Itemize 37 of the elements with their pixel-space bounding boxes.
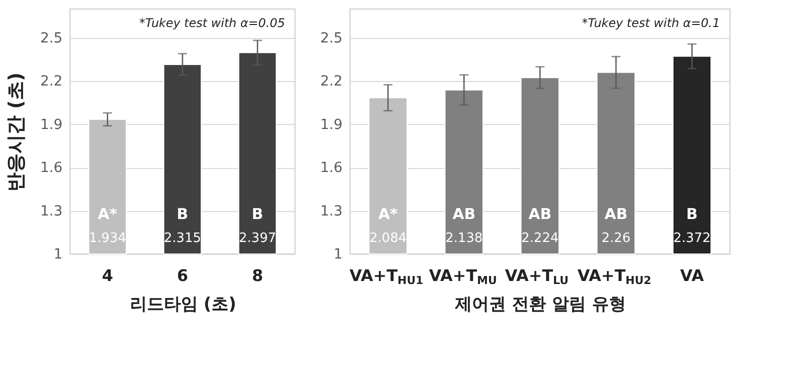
y-tick-label: 1	[54, 246, 62, 262]
x-tick-label: VA	[680, 266, 704, 285]
x-tick-label: 4	[102, 266, 114, 285]
annotation: A*	[98, 205, 118, 223]
data-label: 2.138	[445, 231, 483, 246]
annotation: AB	[604, 205, 628, 223]
annotation: B	[686, 205, 698, 223]
annotation: AB	[528, 205, 552, 223]
annotation: AB	[452, 205, 476, 223]
annotation: *Tukey test with α=0.05	[139, 16, 285, 30]
y-tick-label: 1.9	[40, 116, 62, 133]
annotation: A*	[378, 205, 398, 223]
x-tick-label: 6	[176, 266, 188, 285]
y-tick-label: 2.2	[40, 74, 62, 90]
data-label: 2.26	[602, 231, 630, 246]
x-tick-label: 8	[252, 266, 264, 285]
x-axis-title: 제어권 전환 알림 유형	[454, 294, 626, 314]
y-tick-label: 1.3	[320, 203, 342, 220]
y-tick-label: 1	[334, 246, 342, 262]
x-axis-title: 리드타임 (초)	[130, 294, 236, 314]
y-tick-label: 1.6	[40, 160, 63, 176]
y-tick-label: 1.9	[320, 116, 342, 133]
y-tick-label: 2.2	[320, 74, 342, 90]
y-tick-label: 1.3	[40, 203, 62, 220]
annotation: *Tukey test with α=0.1	[582, 16, 720, 30]
data-label: 1.934	[88, 231, 126, 246]
annotation: B	[252, 205, 264, 223]
data-label: 2.224	[521, 231, 559, 246]
data-label: 2.084	[369, 231, 407, 246]
annotation: B	[176, 205, 188, 223]
y-tick-label: 2.5	[40, 30, 62, 46]
data-label: 2.397	[238, 231, 276, 246]
data-label: 2.372	[673, 231, 711, 246]
y-tick-label: 2.5	[320, 30, 342, 46]
data-label: 2.315	[164, 231, 202, 246]
y-tick-label: 1.6	[320, 160, 343, 176]
y-axis-title: 반응시간 (초)	[5, 72, 28, 192]
